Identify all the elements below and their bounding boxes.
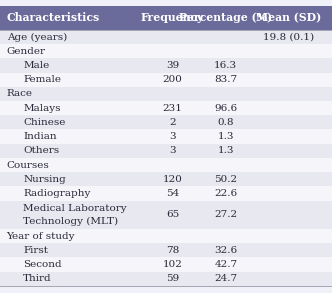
Text: 50.2: 50.2 — [214, 175, 237, 184]
Text: Courses: Courses — [7, 161, 49, 170]
FancyBboxPatch shape — [0, 73, 332, 87]
Text: Percentage (%): Percentage (%) — [179, 12, 272, 23]
Text: 16.3: 16.3 — [214, 61, 237, 70]
Text: 42.7: 42.7 — [214, 260, 237, 269]
Text: 78: 78 — [166, 246, 179, 255]
Text: Year of study: Year of study — [7, 231, 75, 241]
Text: Age (years): Age (years) — [7, 33, 67, 42]
Text: Medical Laboratory: Medical Laboratory — [23, 204, 127, 213]
FancyBboxPatch shape — [0, 58, 332, 73]
Text: 65: 65 — [166, 210, 179, 219]
Text: 3: 3 — [169, 146, 176, 155]
Text: Indian: Indian — [23, 132, 57, 141]
FancyBboxPatch shape — [0, 158, 332, 172]
Text: Frequency: Frequency — [141, 12, 204, 23]
Text: 96.6: 96.6 — [214, 104, 237, 113]
Text: 59: 59 — [166, 274, 179, 283]
Text: Malays: Malays — [23, 104, 61, 113]
FancyBboxPatch shape — [0, 172, 332, 186]
Text: Female: Female — [23, 75, 61, 84]
FancyBboxPatch shape — [0, 257, 332, 272]
FancyBboxPatch shape — [0, 200, 332, 229]
Text: 19.8 (0.1): 19.8 (0.1) — [263, 33, 314, 42]
Text: 32.6: 32.6 — [214, 246, 237, 255]
FancyBboxPatch shape — [0, 144, 332, 158]
FancyBboxPatch shape — [0, 272, 332, 286]
FancyBboxPatch shape — [0, 6, 332, 30]
Text: 102: 102 — [163, 260, 183, 269]
FancyBboxPatch shape — [0, 30, 332, 44]
Text: Chinese: Chinese — [23, 118, 66, 127]
FancyBboxPatch shape — [0, 87, 332, 101]
Text: 0.8: 0.8 — [217, 118, 234, 127]
Text: Technology (MLT): Technology (MLT) — [23, 217, 119, 226]
Text: 54: 54 — [166, 189, 179, 198]
FancyBboxPatch shape — [0, 101, 332, 115]
Text: 22.6: 22.6 — [214, 189, 237, 198]
FancyBboxPatch shape — [0, 130, 332, 144]
Text: Characteristics: Characteristics — [7, 12, 100, 23]
Text: Mean (SD): Mean (SD) — [256, 12, 321, 23]
Text: Nursing: Nursing — [23, 175, 66, 184]
FancyBboxPatch shape — [0, 229, 332, 243]
Text: Others: Others — [23, 146, 59, 155]
Text: First: First — [23, 246, 48, 255]
Text: 1.3: 1.3 — [217, 146, 234, 155]
Text: 27.2: 27.2 — [214, 210, 237, 219]
FancyBboxPatch shape — [0, 115, 332, 130]
Text: 120: 120 — [163, 175, 183, 184]
Text: Gender: Gender — [7, 47, 45, 56]
Text: 3: 3 — [169, 132, 176, 141]
Text: 1.3: 1.3 — [217, 132, 234, 141]
Text: Radiography: Radiography — [23, 189, 91, 198]
FancyBboxPatch shape — [0, 186, 332, 200]
FancyBboxPatch shape — [0, 44, 332, 58]
Text: Race: Race — [7, 89, 33, 98]
Text: 83.7: 83.7 — [214, 75, 237, 84]
Text: 231: 231 — [163, 104, 183, 113]
Text: 39: 39 — [166, 61, 179, 70]
Text: Second: Second — [23, 260, 62, 269]
Text: Male: Male — [23, 61, 49, 70]
Text: 24.7: 24.7 — [214, 274, 237, 283]
Text: Third: Third — [23, 274, 52, 283]
Text: 200: 200 — [163, 75, 183, 84]
FancyBboxPatch shape — [0, 243, 332, 257]
Text: 2: 2 — [169, 118, 176, 127]
